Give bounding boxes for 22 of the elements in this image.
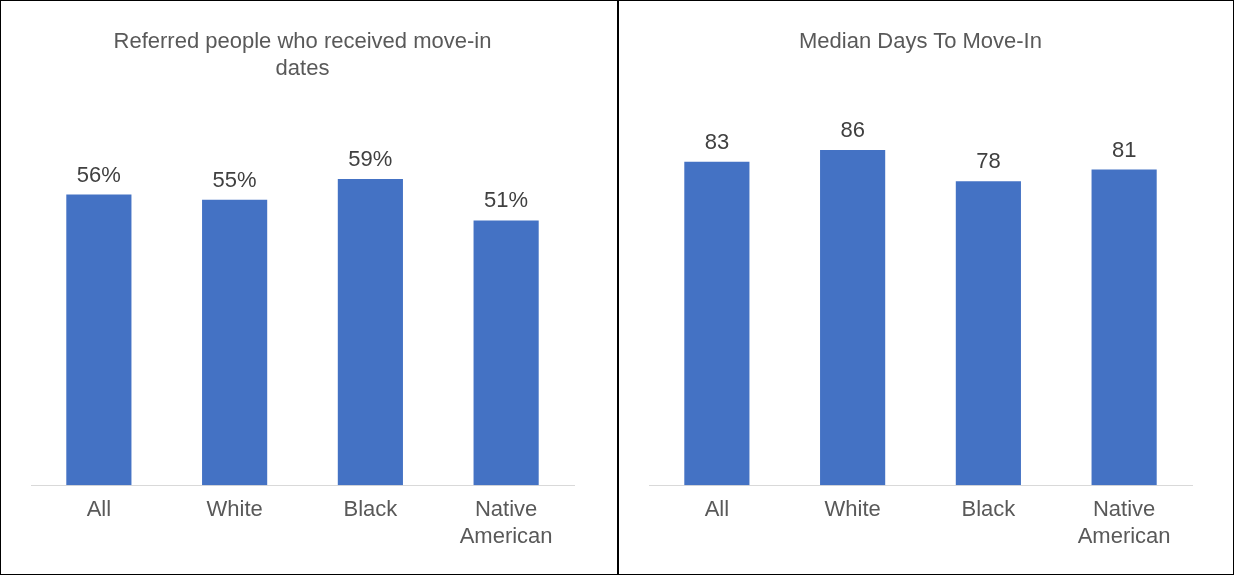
data-label: 83 <box>704 128 730 154</box>
x-tick-label: Native American <box>1077 496 1171 548</box>
chart-title: Referred people who received move-in dates <box>113 28 492 80</box>
x-tick-label: Native American <box>459 496 553 548</box>
data-label: 59% <box>348 145 393 171</box>
data-label: 78 <box>976 148 1001 174</box>
bar <box>337 178 403 486</box>
bar <box>473 220 539 486</box>
x-tick-label: White <box>824 496 881 522</box>
chart-title: Median Days To Move-In <box>799 28 1042 54</box>
x-tick-label: Black <box>961 496 1017 522</box>
x-tick-label: White <box>206 496 263 522</box>
x-tick-label: Black <box>343 496 399 522</box>
x-tick-label: All <box>86 496 112 522</box>
x-tick-label: All <box>704 496 730 522</box>
data-label: 56% <box>76 161 121 187</box>
data-label: 86 <box>840 117 865 143</box>
data-label: 51% <box>484 187 529 213</box>
data-label: 55% <box>212 166 257 192</box>
data-label: 81 <box>1111 136 1137 162</box>
bar <box>202 199 268 486</box>
bar <box>66 194 132 486</box>
